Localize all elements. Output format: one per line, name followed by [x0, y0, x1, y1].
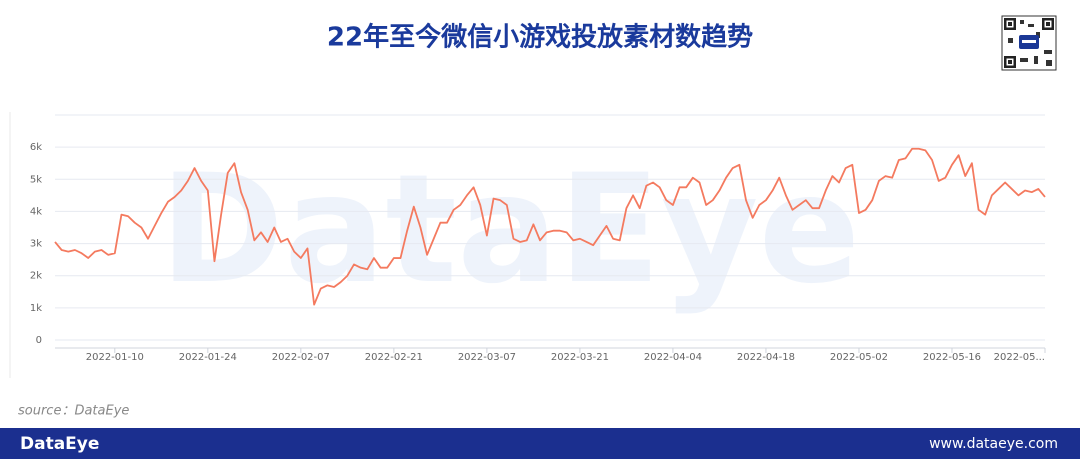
source-note: source：DataEye — [18, 404, 129, 419]
x-tick-label: 2022-04-04 — [644, 352, 702, 363]
line-series — [54, 147, 1046, 306]
x-tick-label: 2022-03-07 — [458, 352, 516, 363]
x-tick-label: 2022-01-10 — [86, 352, 144, 363]
x-tick-label: 2022-02-21 — [365, 352, 423, 363]
watermark: DataEye — [160, 143, 861, 317]
y-tick-label: 6k — [30, 142, 42, 153]
x-tick-label: 2022-05-02 — [830, 352, 888, 363]
footer-brand: DataEye — [20, 434, 99, 454]
y-tick-label: 1k — [30, 303, 42, 314]
y-tick-label: 2k — [30, 271, 42, 282]
qr-code — [1001, 15, 1057, 71]
y-tick-label: 5k — [30, 174, 42, 185]
footer-band — [0, 428, 1080, 459]
x-tick-label: 2022-03-21 — [551, 352, 609, 363]
x-tick-label: 2022-02-07 — [272, 352, 330, 363]
y-tick-label: 3k — [30, 239, 42, 250]
x-tick-label: 2022-05-16 — [923, 352, 981, 363]
y-tick-label: 0 — [36, 335, 42, 346]
chart-title: 22年至今微信小游戏投放素材数趋势 — [327, 22, 753, 53]
x-tick-label: 2022-04-18 — [737, 352, 795, 363]
y-tick-label: 4k — [30, 206, 42, 217]
x-tick-label: 2022-05... — [994, 352, 1045, 363]
footer-url: www.dataeye.com — [929, 436, 1058, 452]
x-tick-label: 2022-01-24 — [179, 352, 237, 363]
